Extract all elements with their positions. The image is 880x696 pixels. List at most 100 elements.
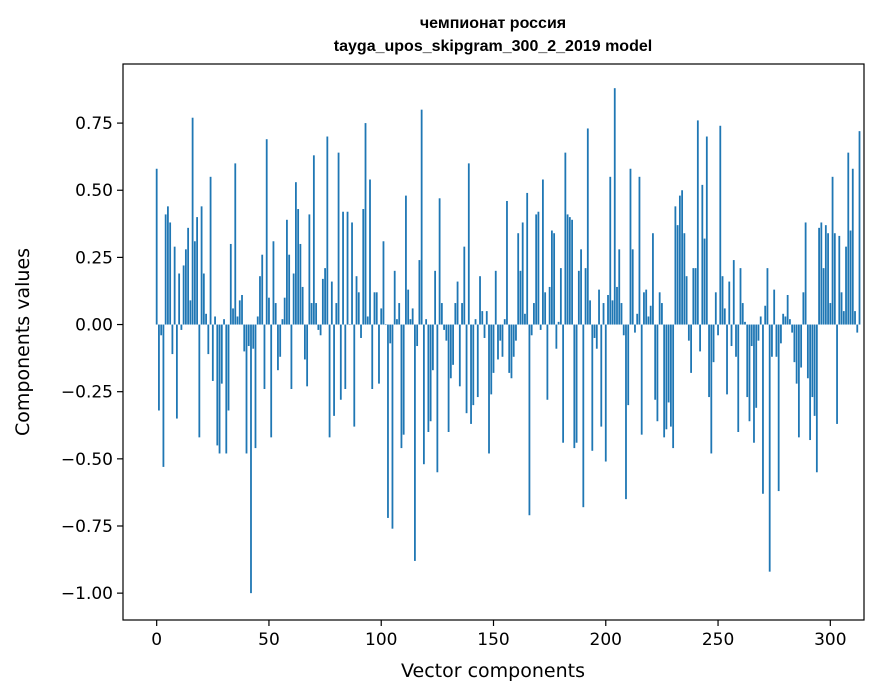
bar-185 [571, 219, 573, 325]
bar-243 [701, 184, 704, 325]
bar-129 [445, 324, 448, 341]
bar-276 [775, 324, 778, 357]
bar-140 [470, 324, 472, 424]
bar-268 [757, 324, 760, 341]
bar-251 [719, 125, 722, 325]
bar-236 [685, 276, 688, 325]
bar-168 [533, 303, 535, 325]
bar-151 [494, 270, 497, 325]
bar-282 [789, 319, 791, 325]
bar-141 [472, 324, 475, 406]
bar-31 [225, 324, 228, 454]
x-tick-label: 50 [258, 630, 280, 650]
bar-273 [768, 324, 771, 572]
bar-186 [573, 324, 576, 449]
bar-126 [438, 198, 441, 325]
y-tick-label: −1.00 [61, 584, 113, 604]
bar-13 [184, 249, 187, 325]
bar-182 [564, 152, 567, 325]
bar-143 [476, 324, 479, 398]
bar-211 [629, 168, 632, 325]
y-tick-label: −0.25 [61, 383, 113, 403]
bar-306 [842, 311, 845, 325]
bar-286 [797, 324, 800, 438]
bar-281 [786, 294, 789, 325]
bar-285 [795, 324, 798, 384]
bar-299 [827, 233, 829, 325]
bar-35 [234, 163, 237, 325]
bar-271 [764, 305, 767, 325]
bar-53 [274, 303, 277, 325]
bar-137 [463, 246, 466, 325]
bar-105 [391, 324, 394, 529]
bar-21 [202, 273, 205, 325]
bar-164 [524, 313, 526, 325]
bar-216 [640, 324, 643, 435]
bar-64 [299, 243, 302, 325]
bar-313 [858, 131, 861, 325]
bar-188 [577, 270, 580, 325]
bar-57 [283, 297, 286, 325]
bar-307 [845, 246, 847, 325]
bar-166 [528, 324, 531, 516]
bar-261 [741, 303, 744, 325]
bar-77 [328, 324, 331, 438]
bar-20 [200, 206, 203, 325]
bar-99 [378, 324, 380, 384]
bar-239 [692, 268, 695, 325]
bar-49 [265, 139, 268, 325]
bar-203 [611, 300, 614, 325]
bars-group [155, 88, 861, 594]
bar-118 [420, 109, 423, 325]
bar-157 [508, 324, 511, 373]
bar-260 [739, 268, 742, 325]
x-tick-label: 150 [477, 630, 509, 650]
bar-72 [317, 324, 320, 330]
bar-148 [488, 324, 490, 454]
bar-56 [281, 319, 284, 325]
bar-116 [416, 324, 419, 347]
bar-155 [503, 319, 506, 325]
bar-230 [672, 324, 675, 449]
chart-title-line2: tayga_upos_skipgram_300_2_2019 model [334, 38, 652, 55]
bar-2 [160, 324, 163, 336]
bar-27 [216, 324, 219, 446]
bar-40 [245, 324, 248, 454]
bar-209 [625, 324, 627, 500]
bar-267 [755, 324, 758, 408]
bar-169 [535, 214, 538, 325]
bar-32 [227, 324, 230, 411]
bar-158 [510, 324, 513, 379]
bar-189 [580, 249, 582, 325]
bar-181 [562, 324, 565, 443]
bar-176 [550, 230, 553, 325]
bar-246 [708, 324, 710, 398]
bar-220 [649, 305, 652, 325]
bar-171 [539, 324, 542, 330]
bar-22 [205, 313, 207, 325]
bar-82 [339, 324, 342, 400]
bar-295 [818, 227, 820, 325]
bar-65 [301, 286, 304, 325]
bar-19 [198, 324, 201, 438]
bar-136 [461, 303, 463, 325]
bar-183 [566, 214, 569, 325]
bar-121 [427, 324, 430, 432]
bar-0 [155, 168, 158, 325]
bar-86 [348, 324, 351, 326]
bar-132 [452, 324, 454, 365]
bar-193 [589, 300, 591, 325]
bar-45 [256, 316, 259, 325]
bar-84 [344, 324, 347, 390]
bar-74 [321, 278, 324, 325]
bar-257 [732, 260, 735, 325]
bar-80 [335, 303, 338, 325]
bar-102 [384, 324, 387, 326]
y-tick-label: 0.75 [75, 114, 113, 134]
bar-167 [530, 324, 533, 336]
bar-292 [811, 324, 814, 398]
bar-274 [771, 324, 773, 357]
bar-173 [544, 292, 547, 325]
bar-30 [223, 319, 225, 325]
